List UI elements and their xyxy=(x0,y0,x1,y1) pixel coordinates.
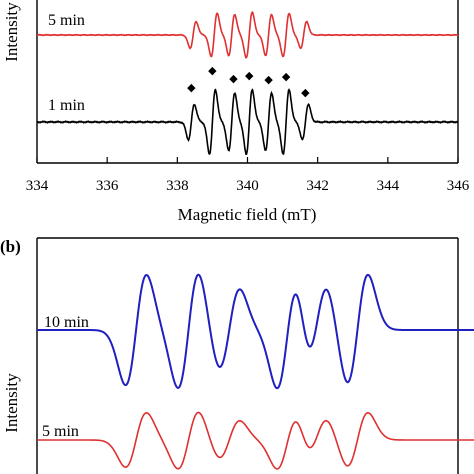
panel-a-x-tick-label: 336 xyxy=(96,178,119,194)
panel-b-label: (b) xyxy=(0,237,21,256)
panel-a-x-tick-label: 346 xyxy=(447,178,470,194)
panel-a-peak-marker: ◆ xyxy=(282,71,291,83)
panel-a-peak-marker: ◆ xyxy=(229,73,238,85)
panel-a-peak-marker: ◆ xyxy=(245,70,254,82)
panel-a-x-tick-label: 338 xyxy=(166,178,189,194)
panel-a-peak-marker: ◆ xyxy=(264,74,273,86)
panel-a: 334 336 338 340 342 344 346 Intensity Magnetic… xyxy=(2,0,470,224)
panel-b-y-axis-label: Intensity xyxy=(2,373,21,433)
panel-a-series-1min-line xyxy=(36,88,459,156)
panel-a-series-5min-line xyxy=(36,11,459,59)
panel-b-series-5min-line xyxy=(37,411,474,470)
panel-a-peak-marker: ◆ xyxy=(208,65,217,77)
panel-a-series-1min-label: 1 min xyxy=(48,97,85,114)
panel-b: (b) Intensity 10 min 5 min xyxy=(0,237,474,474)
panel-b-series-5min-label: 5 min xyxy=(42,423,79,440)
panel-a-x-tick-label: 342 xyxy=(306,178,329,194)
panel-a-x-ticks: 334 336 338 340 342 344 346 xyxy=(26,157,470,194)
panel-a-x-tick-label: 340 xyxy=(236,178,259,194)
panel-a-x-tick-label: 344 xyxy=(377,178,400,194)
panel-b-series-10min-line xyxy=(37,273,474,390)
panel-a-peak-markers: ◆ ◆ ◆ ◆ ◆ ◆ ◆ xyxy=(187,65,310,99)
panel-a-x-tick-label: 334 xyxy=(26,178,49,194)
panel-a-x-axis-label: Magnetic field (mT) xyxy=(178,205,317,224)
panel-a-series-5min-label: 5 min xyxy=(48,12,85,29)
panel-a-y-axis-label: Intensity xyxy=(2,2,21,62)
panel-a-peak-marker: ◆ xyxy=(187,82,196,94)
panel-b-series-10min-label: 10 min xyxy=(44,314,89,331)
panel-a-peak-marker: ◆ xyxy=(301,87,310,99)
